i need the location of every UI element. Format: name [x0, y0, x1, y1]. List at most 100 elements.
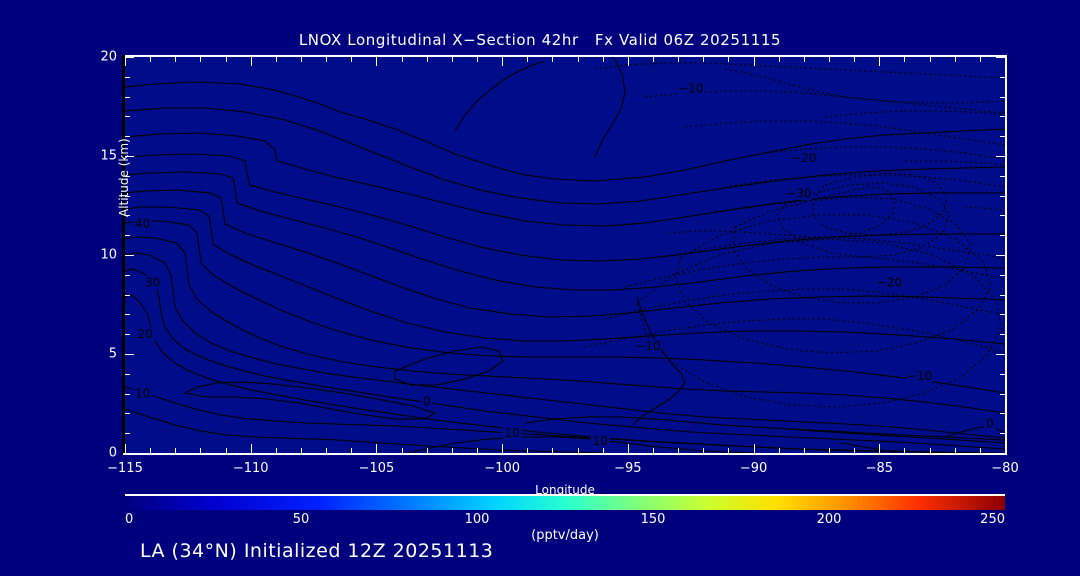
contour-label-halo	[135, 327, 155, 341]
contour-line-positive	[945, 427, 1005, 437]
x-tick-minor	[703, 448, 705, 453]
x-tick-top	[778, 57, 780, 62]
contour-line-negative	[645, 91, 1005, 113]
y-tick-right	[1000, 413, 1005, 415]
x-tick-top	[477, 57, 478, 62]
x-tick-minor	[326, 448, 328, 453]
x-tick-top	[401, 57, 403, 62]
x-tick-top	[150, 57, 152, 62]
x-tick-top	[879, 57, 881, 66]
y-tick-minor	[125, 413, 130, 415]
contour-line-positive	[525, 417, 1005, 440]
y-tick-minor	[125, 354, 134, 355]
x-tick-minor	[854, 448, 856, 453]
x-tick-top	[200, 57, 202, 62]
x-tick-minor	[125, 444, 126, 453]
x-tick-top	[979, 57, 981, 62]
x-tick-top	[225, 57, 227, 62]
contour-line-positive	[633, 297, 685, 425]
y-tick-minor	[125, 96, 130, 98]
x-tick-minor	[250, 444, 252, 453]
x-tick-top	[954, 57, 956, 62]
x-tick-minor	[678, 448, 680, 453]
y-tick-minor	[125, 116, 130, 118]
y-tick-label: 10	[100, 247, 117, 263]
contour-label: −30	[786, 187, 811, 201]
y-tick-minor	[125, 156, 134, 157]
x-tick-minor	[451, 448, 453, 453]
y-tick-minor	[125, 175, 130, 177]
y-axis-title: Altitude (km)	[117, 138, 131, 217]
contour-label: 0	[986, 416, 994, 430]
y-tick-label: 15	[100, 148, 117, 164]
contour-label-halo	[420, 395, 433, 409]
x-tick-minor	[376, 444, 378, 453]
contour-line-negative	[905, 161, 1005, 165]
contour-line-positive	[125, 172, 1005, 290]
contour-label: 10	[505, 426, 520, 440]
x-tick-minor	[653, 448, 654, 453]
y-tick-right	[996, 354, 1005, 355]
x-tick-top	[301, 57, 302, 62]
contour-line-positive	[125, 190, 1005, 317]
x-tick-minor	[929, 448, 931, 453]
y-tick-label: 5	[108, 346, 117, 362]
y-tick-minor	[125, 373, 130, 375]
contour-line-negative	[595, 63, 1005, 78]
contour-label-halo	[133, 216, 153, 230]
y-tick-right	[1000, 314, 1005, 316]
x-tick-minor	[552, 448, 554, 453]
contour-line-positive	[595, 57, 625, 157]
x-tick-minor	[502, 444, 504, 453]
y-tick-right	[1000, 136, 1005, 138]
y-tick-right	[1000, 215, 1005, 217]
x-tick-top	[175, 57, 177, 62]
x-tick-top	[502, 57, 504, 66]
contour-label: 30	[145, 276, 160, 290]
contour-line-positive	[125, 221, 1005, 393]
axis-frame-left	[122, 55, 125, 455]
colorbar-tick-label: 150	[640, 512, 666, 527]
y-tick-label: 20	[100, 49, 117, 65]
y-tick-right	[1000, 393, 1005, 395]
x-tick-label: −90	[739, 461, 768, 476]
y-tick-minor	[125, 274, 130, 276]
contour-line-positive	[125, 82, 1005, 181]
x-tick-top	[753, 57, 755, 66]
contour-line-positive	[455, 61, 545, 131]
y-tick-minor	[125, 136, 130, 138]
x-tick-top	[653, 57, 654, 62]
contour-line-negative	[585, 319, 1005, 353]
x-tick-minor	[477, 448, 478, 453]
contour-line-positive	[841, 443, 895, 453]
x-tick-minor	[527, 448, 529, 453]
y-tick-minor	[125, 195, 130, 197]
x-tick-minor	[275, 448, 277, 453]
contour-label-halo	[785, 187, 813, 201]
x-tick-top	[250, 57, 252, 66]
contour-line-positive	[401, 437, 755, 453]
contour-line-negative	[637, 239, 1001, 407]
x-tick-minor	[954, 448, 956, 453]
axis-frame-top	[125, 55, 1007, 57]
contour-line-positive	[125, 387, 965, 453]
x-tick-minor	[979, 448, 981, 453]
x-tick-minor	[301, 448, 302, 453]
x-tick-top	[451, 57, 453, 62]
contour-label-halo	[906, 369, 933, 383]
x-tick-label: −105	[358, 461, 395, 476]
contour-label-halo	[634, 339, 662, 353]
y-tick-right	[1000, 96, 1005, 98]
contour-line-negative	[813, 173, 947, 235]
axis-frame-right	[1005, 55, 1007, 455]
y-tick-right	[1000, 334, 1005, 336]
x-tick-minor	[1005, 444, 1006, 453]
x-tick-top	[627, 57, 629, 66]
y-tick-minor	[125, 393, 130, 395]
y-tick-minor	[125, 334, 130, 336]
contour-label: 10	[593, 434, 608, 448]
x-tick-top	[854, 57, 856, 62]
contour-label-halo	[876, 276, 903, 290]
x-tick-top	[426, 57, 428, 62]
contour-label: 20	[137, 327, 152, 341]
